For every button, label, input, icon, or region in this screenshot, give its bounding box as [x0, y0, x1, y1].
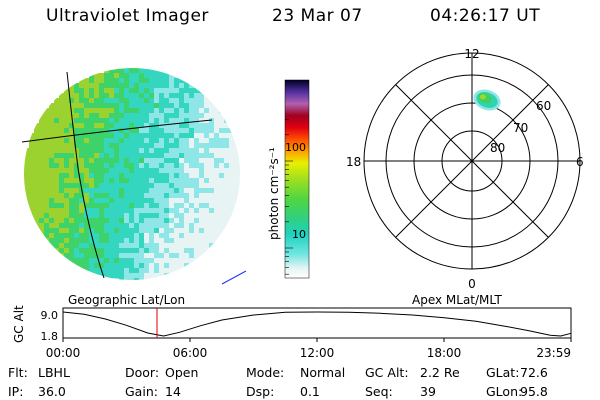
status-key: Seq: — [365, 384, 393, 399]
status-key: GC Alt: — [365, 365, 409, 380]
altitude-x-tick-labels: 00:00 06:00 12:00 18:00 23:59 — [46, 338, 572, 360]
status-key: Gain: — [125, 384, 158, 399]
status-value: 72.6 — [520, 365, 548, 380]
status-value: Normal — [300, 365, 346, 380]
colorbar: 100 10 photon cm⁻²s⁻¹ — [267, 79, 310, 279]
status-value: LBHL — [38, 365, 70, 380]
mlt-label-18: 18 — [346, 155, 361, 169]
status-value: 39 — [420, 384, 436, 399]
status-value: 2.2 Re — [420, 365, 460, 380]
status-value: 0.1 — [300, 384, 320, 399]
status-value: 95.8 — [520, 384, 548, 399]
status-key: Dsp: — [246, 384, 275, 399]
altitude-x-tick-2: 12:00 — [300, 346, 335, 360]
colorbar-tick-100: 100 — [285, 141, 306, 154]
status-key: GLon: — [486, 384, 523, 399]
altitude-x-tick-1: 06:00 — [173, 346, 208, 360]
altitude-x-tick-0: 00:00 — [46, 346, 81, 360]
status-value: 14 — [165, 384, 181, 399]
status-key: Flt: — [8, 365, 28, 380]
altitude-x-tick-3: 18:00 — [427, 346, 462, 360]
mlt-label-12: 12 — [464, 47, 479, 61]
status-key: GLat: — [486, 365, 520, 380]
polar-diagonal-2 — [395, 84, 549, 238]
polar-grid — [363, 52, 581, 270]
altitude-y-tick-min: 1.8 — [41, 330, 59, 343]
status-key: IP: — [8, 384, 24, 399]
earth-image-caption: Geographic Lat/Lon — [68, 293, 186, 307]
mlat-label-60: 60 — [536, 99, 551, 113]
date-label: 23 Mar 07 — [272, 6, 363, 26]
polar-plot: 12 0 18 6 60 70 80 — [346, 47, 584, 291]
colorbar-ticks — [285, 119, 293, 275]
colorbar-unit-label: photon cm⁻²s⁻¹ — [267, 147, 281, 240]
altitude-chart: GC Alt 9.0 1.8 00:00 06:00 12:00 18:00 23:59 — [12, 305, 572, 360]
spacecraft-direction-marker — [221, 270, 247, 285]
altitude-x-tick-4: 23:59 — [536, 346, 571, 360]
mlt-label-6: 6 — [576, 155, 584, 169]
meridian-line — [66, 71, 105, 279]
mlat-label-80: 80 — [490, 141, 505, 155]
altitude-series-line — [62, 311, 572, 337]
mlt-label-0: 0 — [468, 277, 476, 291]
time-label: 04:26:17 UT — [430, 6, 541, 26]
altitude-y-label: GC Alt — [12, 305, 26, 343]
polar-plot-caption: Apex MLat/MLT — [412, 293, 502, 307]
altitude-y-tick-max: 9.0 — [41, 309, 59, 322]
status-value: Open — [165, 365, 199, 380]
status-value: 36.0 — [38, 384, 66, 399]
latitude-line — [21, 119, 213, 143]
mlat-label-70: 70 — [513, 121, 528, 135]
instrument-title: Ultraviolet Imager — [46, 6, 209, 26]
colorbar-gradient — [284, 79, 310, 279]
earth-image — [21, 68, 247, 285]
globe-pixel-field — [24, 68, 240, 280]
status-key: Door: — [125, 365, 160, 380]
colorbar-tick-10: 10 — [292, 228, 306, 241]
auroral-emission-blob — [473, 89, 501, 111]
status-key: Mode: — [246, 365, 285, 380]
